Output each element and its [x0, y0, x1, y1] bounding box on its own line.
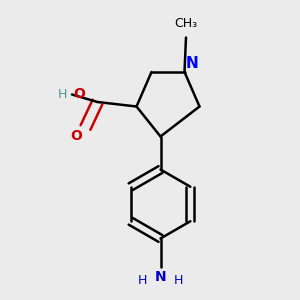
Text: H: H [138, 274, 147, 287]
Text: O: O [70, 129, 83, 143]
Text: N: N [155, 270, 166, 284]
Text: H: H [58, 88, 68, 101]
Text: O: O [74, 88, 86, 101]
Text: H: H [174, 274, 183, 287]
Text: N: N [186, 56, 199, 70]
Text: CH₃: CH₃ [174, 17, 198, 30]
